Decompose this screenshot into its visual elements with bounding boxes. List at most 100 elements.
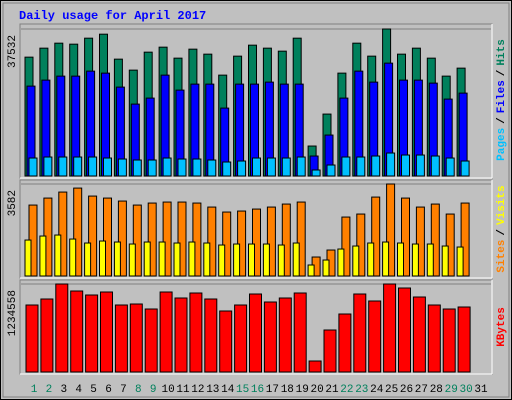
bar bbox=[70, 290, 84, 373]
bar bbox=[143, 241, 151, 277]
bar bbox=[189, 292, 203, 373]
x-tick-label: 27 bbox=[415, 384, 428, 396]
bar bbox=[207, 206, 217, 277]
y-tick-label: 1234558 bbox=[7, 290, 19, 336]
bar bbox=[203, 242, 211, 277]
x-tick-label: 5 bbox=[90, 384, 97, 396]
x-tick-label: 29 bbox=[445, 384, 458, 396]
bar bbox=[58, 191, 68, 277]
x-tick-label: 21 bbox=[325, 384, 339, 396]
bar bbox=[88, 156, 98, 177]
bar bbox=[147, 202, 157, 277]
bar bbox=[218, 244, 226, 277]
bar bbox=[100, 291, 113, 373]
bar bbox=[382, 241, 390, 277]
bar bbox=[415, 206, 425, 277]
bar bbox=[177, 201, 187, 277]
legend: Sites / Visits bbox=[496, 185, 508, 272]
bar bbox=[103, 157, 112, 177]
bar bbox=[401, 154, 410, 177]
bar bbox=[252, 208, 261, 277]
x-tick-label: 16 bbox=[251, 384, 264, 396]
bar bbox=[69, 238, 77, 277]
bar bbox=[367, 242, 375, 277]
bar bbox=[266, 157, 276, 177]
bar bbox=[207, 159, 217, 177]
bar bbox=[352, 245, 360, 277]
bar bbox=[281, 203, 291, 277]
x-tick-label: 24 bbox=[370, 384, 384, 396]
bar bbox=[58, 156, 68, 177]
x-tick-label: 18 bbox=[281, 384, 294, 396]
x-tick-label: 25 bbox=[385, 384, 398, 396]
bar bbox=[427, 304, 441, 373]
legend-separator: / bbox=[496, 229, 508, 236]
bar bbox=[129, 303, 143, 373]
bar bbox=[147, 159, 157, 177]
bar bbox=[54, 234, 62, 277]
bar bbox=[234, 304, 248, 373]
y-tick-label: 3582 bbox=[7, 190, 19, 216]
bar bbox=[386, 183, 396, 277]
x-tick-label: 15 bbox=[236, 384, 249, 396]
bar bbox=[445, 213, 455, 277]
legend-entry: KBytes bbox=[496, 307, 508, 347]
bar bbox=[113, 241, 121, 277]
bar bbox=[398, 287, 411, 373]
bar bbox=[204, 298, 218, 373]
bar bbox=[426, 243, 434, 277]
bar bbox=[73, 187, 83, 277]
bar bbox=[128, 243, 136, 277]
bar bbox=[326, 164, 336, 177]
bar bbox=[266, 206, 276, 277]
bar bbox=[237, 210, 247, 277]
x-tick-label: 11 bbox=[176, 384, 190, 396]
bar bbox=[85, 294, 99, 373]
bar bbox=[415, 154, 425, 177]
x-tick-label: 8 bbox=[135, 384, 142, 396]
bar bbox=[144, 308, 158, 373]
bar bbox=[263, 301, 277, 373]
bar bbox=[188, 241, 196, 277]
bar bbox=[323, 329, 337, 373]
x-tick-label: 30 bbox=[459, 384, 472, 396]
x-tick-label: 26 bbox=[400, 384, 413, 396]
bar bbox=[278, 297, 292, 373]
bar bbox=[277, 244, 285, 277]
x-tick-label: 4 bbox=[75, 384, 82, 396]
bar bbox=[132, 159, 142, 177]
x-tick-label: 17 bbox=[266, 384, 279, 396]
bar bbox=[222, 211, 232, 277]
bar bbox=[222, 161, 232, 177]
bar bbox=[383, 283, 397, 373]
bar bbox=[43, 156, 53, 177]
bar bbox=[114, 304, 128, 373]
bar bbox=[233, 243, 241, 277]
bar bbox=[174, 297, 188, 373]
bar bbox=[322, 259, 330, 277]
bar bbox=[368, 300, 382, 373]
bar bbox=[248, 243, 255, 277]
bar bbox=[460, 202, 470, 277]
bar bbox=[159, 291, 173, 373]
x-tick-label: 14 bbox=[221, 384, 235, 396]
bar bbox=[412, 296, 426, 373]
bar bbox=[73, 156, 83, 177]
bar bbox=[192, 202, 202, 277]
bar bbox=[28, 157, 38, 177]
legend-separator: / bbox=[496, 69, 508, 76]
bar bbox=[307, 264, 315, 277]
bar bbox=[356, 213, 366, 277]
bar bbox=[177, 158, 187, 177]
legend: Pages / Files / Hits bbox=[496, 39, 508, 161]
bar bbox=[117, 200, 127, 277]
bar bbox=[356, 156, 366, 177]
bar bbox=[158, 241, 166, 277]
x-tick-label: 22 bbox=[340, 384, 353, 396]
bar bbox=[430, 155, 440, 177]
bar bbox=[442, 308, 456, 373]
bar bbox=[386, 152, 396, 177]
chart-title: Daily usage for April 2017 bbox=[19, 9, 206, 23]
